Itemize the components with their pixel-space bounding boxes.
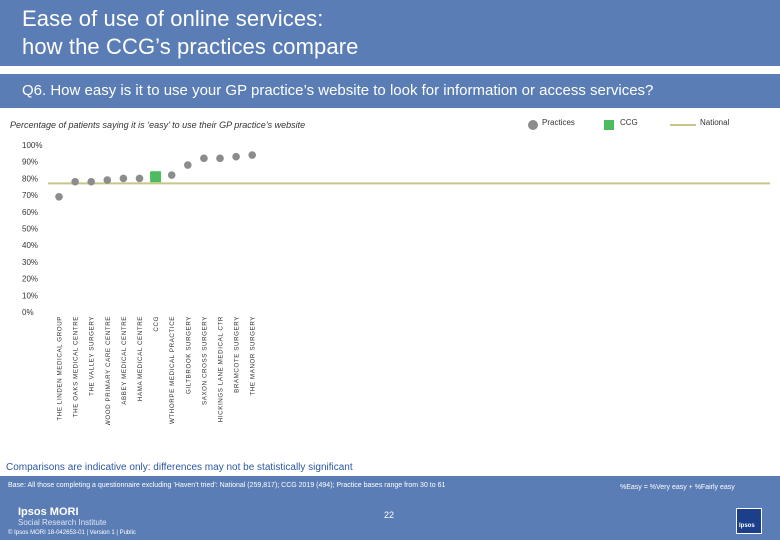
category-label: GILTBROOK SURGERY (185, 316, 192, 394)
footer-banner: Base: All those completing a questionnai… (0, 476, 780, 540)
ccg-marker (150, 171, 162, 183)
scatter-chart: 0% 10% 20% 30% 40% 50% 60% 70% 80% 90% 100% THE LIN… (22, 141, 770, 425)
category-label: NEWTHORPE MEDICAL PRACTICE (169, 316, 176, 425)
category-label: CCG (153, 316, 160, 332)
y-tick-label: 80% (22, 174, 38, 183)
copyright-text: © Ipsos MORI 18-042653-01 | Version 1 | … (8, 530, 136, 536)
category-label: SAXON CROSS SURGERY (201, 316, 208, 405)
y-tick-label: 50% (22, 225, 38, 234)
practice-marker (216, 154, 224, 163)
legend-ccg-label: CCG (620, 118, 638, 127)
practice-marker (87, 177, 95, 186)
practice-marker (71, 177, 79, 186)
legend-practices-label: Practices (542, 118, 575, 127)
y-tick-label: 40% (22, 241, 38, 250)
y-tick-label: 100% (22, 141, 42, 150)
category-label: THE VALLEY SURGERY (89, 316, 96, 396)
y-tick-label: 10% (22, 291, 38, 300)
category-label: THE LINDEN MEDICAL GROUP (57, 316, 64, 421)
legend-national-marker (670, 124, 696, 126)
y-tick-label: 0% (22, 308, 34, 317)
legend-national-label: National (700, 118, 730, 127)
page-number: 22 (384, 510, 395, 520)
category-label: HICKINGS LANE MEDICAL CTR (218, 316, 225, 422)
y-tick-label: 60% (22, 208, 38, 217)
y-tick-label: 70% (22, 191, 38, 200)
ipsos-badge-icon: Ipsos (736, 508, 762, 534)
legend-practices-marker (528, 120, 538, 130)
comparison-note: Comparisons are indicative only: differe… (6, 462, 353, 473)
practice-marker (119, 174, 128, 183)
practice-marker (200, 154, 208, 163)
category-label: THE MANOR SURGERY (250, 316, 257, 396)
practice-marker (167, 171, 176, 179)
legend-ccg-marker (604, 120, 614, 130)
ipsos-logo-subtitle: Social Research Institute (18, 518, 107, 527)
page-title-line-1: Ease of use of online services: (22, 6, 324, 31)
page-title-line-2: how the CCG’s practices compare (22, 34, 359, 59)
practice-marker (232, 152, 240, 161)
y-tick-label: 20% (22, 275, 38, 284)
question-banner: Q6. How easy is it to use your GP practi… (0, 74, 780, 108)
category-label: HAMA MEDICAL CENTRE (137, 316, 144, 401)
question-text: Q6. How easy is it to use your GP practi… (22, 82, 654, 99)
practice-marker (248, 151, 256, 159)
practice-marker (103, 176, 112, 184)
base-text: Base: All those completing a questionnai… (8, 482, 446, 489)
practice-marker (184, 161, 192, 169)
practice-marker (55, 192, 63, 201)
category-label: THE OAKS MEDICAL CENTRE (73, 316, 80, 417)
category-label: BRAMCOTE SURGERY (234, 316, 241, 393)
practice-marker (135, 174, 144, 183)
category-label: ABBEY MEDICAL CENTRE (121, 316, 128, 405)
category-label: EASTWOOD PRIMARY CARE CENTRE (105, 316, 112, 425)
y-tick-label: 90% (22, 158, 38, 167)
y-tick-label: 30% (22, 258, 38, 267)
ipsos-logo: Ipsos MORI (18, 506, 79, 518)
definition-text: %Easy = %Very easy + %Fairly easy (620, 484, 735, 491)
ipsos-badge-label: Ipsos (739, 523, 755, 529)
chart-subtitle: Percentage of patients saying it is ‘eas… (10, 120, 306, 130)
title-banner: Ease of use of online services: how the … (0, 0, 780, 66)
